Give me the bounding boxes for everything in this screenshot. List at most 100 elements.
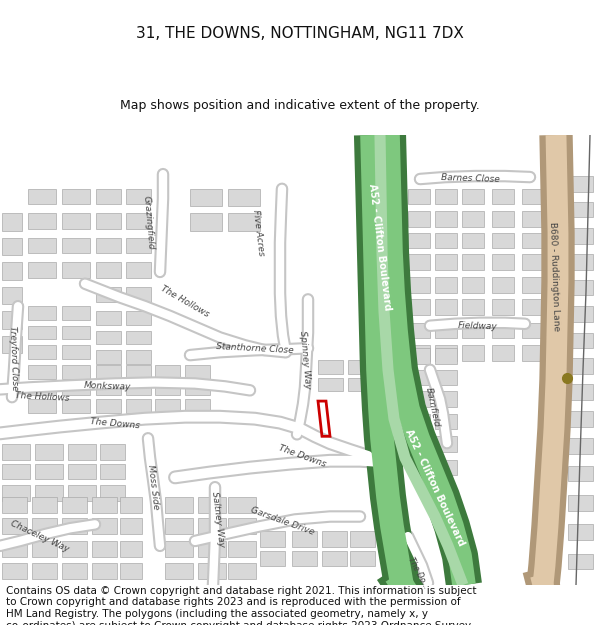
Bar [28, 306, 56, 320]
Text: Contains OS data © Crown copyright and database right 2021. This information is : Contains OS data © Crown copyright and d… [6, 586, 476, 625]
Bar [120, 519, 142, 534]
Text: Map shows position and indicative extent of the property.: Map shows position and indicative extent… [120, 99, 480, 112]
Bar [492, 346, 514, 361]
Bar [35, 464, 63, 479]
Bar [462, 346, 484, 361]
Bar [492, 211, 514, 227]
Bar [32, 519, 57, 534]
Bar [435, 346, 457, 361]
Bar [408, 277, 430, 292]
Bar [185, 381, 210, 395]
Text: Fieldway: Fieldway [458, 321, 498, 331]
Bar [155, 399, 180, 413]
Text: The Hollows: The Hollows [14, 391, 70, 403]
Bar [260, 531, 285, 547]
Bar [568, 254, 593, 270]
Bar [62, 519, 87, 534]
Bar [96, 262, 121, 278]
Bar [126, 311, 151, 325]
Bar [408, 254, 430, 270]
Bar [126, 287, 151, 302]
Bar [190, 213, 222, 231]
Text: 31, THE DOWNS, NOTTINGHAM, NG11 7DX: 31, THE DOWNS, NOTTINGHAM, NG11 7DX [136, 26, 464, 41]
Bar [62, 306, 90, 320]
Bar [260, 551, 285, 566]
Bar [28, 189, 56, 204]
Text: Stanthorne Close: Stanthorne Close [216, 342, 294, 355]
Bar [185, 365, 210, 379]
Bar [190, 189, 222, 206]
Bar [35, 485, 63, 501]
Bar [2, 444, 30, 460]
Text: Moss Side: Moss Side [146, 464, 160, 510]
Bar [96, 350, 121, 364]
Bar [522, 233, 544, 249]
Bar [126, 262, 151, 278]
Bar [198, 564, 226, 579]
Bar [155, 365, 180, 379]
Bar [435, 436, 457, 452]
Text: A52 - Clifton Boulevard: A52 - Clifton Boulevard [403, 427, 467, 547]
Bar [2, 497, 27, 512]
Bar [322, 551, 347, 566]
Bar [228, 564, 256, 579]
Bar [435, 189, 457, 204]
Bar [408, 299, 430, 315]
Bar [62, 399, 90, 413]
Bar [408, 346, 430, 361]
Text: Spinney Way: Spinney Way [298, 331, 312, 389]
Bar [32, 541, 57, 557]
Bar [522, 189, 544, 204]
Bar [2, 541, 27, 557]
Bar [435, 211, 457, 227]
Text: The Downs: The Downs [277, 443, 327, 469]
Bar [96, 399, 121, 413]
Bar [435, 299, 457, 315]
Bar [165, 497, 193, 512]
Bar [2, 464, 30, 479]
Bar [492, 299, 514, 315]
Bar [100, 485, 125, 501]
Bar [435, 254, 457, 270]
Bar [120, 541, 142, 557]
Bar [96, 213, 121, 229]
Bar [408, 189, 430, 204]
Bar [165, 541, 193, 557]
Bar [568, 201, 593, 217]
Bar [492, 254, 514, 270]
Bar [100, 444, 125, 460]
Bar [408, 460, 430, 476]
Bar [462, 323, 484, 339]
Bar [100, 464, 125, 479]
Bar [62, 213, 90, 229]
Bar [28, 346, 56, 359]
Bar [568, 306, 593, 322]
Bar [96, 311, 121, 325]
Bar [292, 531, 317, 547]
Bar [35, 444, 63, 460]
Bar [165, 564, 193, 579]
Bar [408, 323, 430, 339]
Bar [492, 277, 514, 292]
Bar [28, 238, 56, 253]
Bar [228, 519, 256, 534]
Bar [2, 213, 22, 231]
Text: B680 - Ruddington Lane: B680 - Ruddington Lane [548, 222, 560, 332]
Bar [462, 254, 484, 270]
Bar [408, 370, 430, 386]
Bar [2, 519, 27, 534]
Bar [62, 497, 87, 512]
Bar [348, 360, 373, 374]
Bar [155, 381, 180, 395]
Bar [522, 211, 544, 227]
Text: Five Acres: Five Acres [251, 209, 265, 256]
Bar [350, 551, 375, 566]
Bar [568, 332, 593, 348]
Bar [435, 414, 457, 429]
Bar [568, 358, 593, 374]
Bar [2, 311, 22, 329]
Bar [568, 554, 593, 569]
Text: Barnfield: Barnfield [424, 386, 440, 428]
Bar [435, 277, 457, 292]
Bar [348, 378, 373, 391]
